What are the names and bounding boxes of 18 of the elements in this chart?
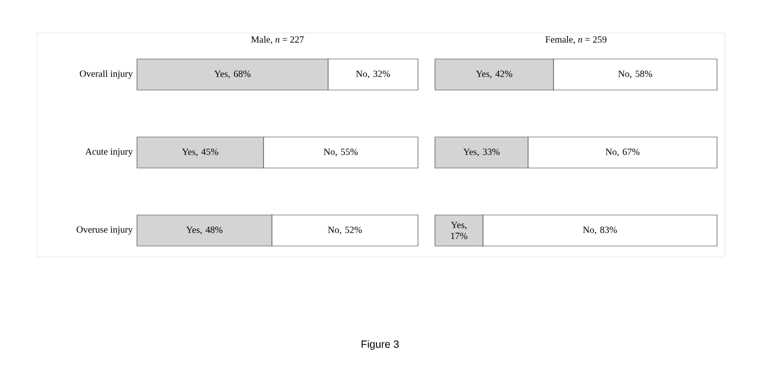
y-tick-label: Acute injury [85,148,133,157]
y-tick-label: Overall injury [80,70,133,79]
data-label: Yes, 33% [463,148,500,156]
chart-title: Male, n = 227 [251,36,304,44]
data-label: No, 58% [618,70,652,78]
data-label: Yes, 17% [451,222,468,240]
data-label: No, 67% [606,148,640,156]
data-label: Yes, 48% [186,226,222,234]
data-label: Yes, 42% [476,70,512,78]
caption: Figure 3 [362,340,399,350]
data-label: No, 32% [356,70,390,78]
y-tick-label: Overuse injury [76,226,133,235]
data-label: Yes, 68% [214,70,251,78]
data-label: No, 83% [583,226,617,234]
data-label: Yes, 45% [182,148,218,156]
data-label: No, 52% [328,226,362,234]
chart-title: Female, n = 259 [545,36,606,44]
data-label: No, 55% [324,148,358,156]
